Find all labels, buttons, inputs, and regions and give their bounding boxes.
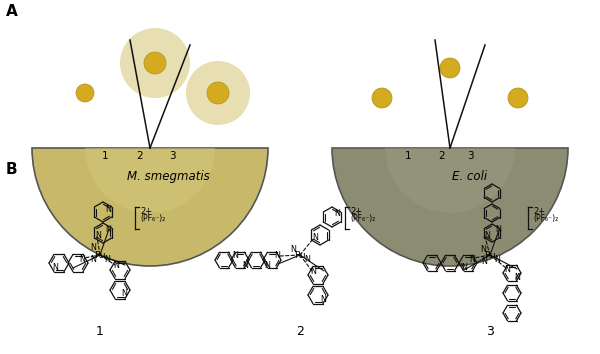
Wedge shape [332,148,568,266]
Text: N: N [504,264,510,274]
Text: 2: 2 [137,151,143,161]
Text: N: N [304,256,310,264]
Text: N: N [484,232,490,240]
Text: N: N [469,255,475,263]
Circle shape [186,61,250,125]
Text: N: N [242,261,248,269]
Text: N: N [52,263,58,272]
Text: A: A [6,4,18,19]
Text: 1: 1 [96,325,104,338]
Text: (PF₆⁻)₂: (PF₆⁻)₂ [533,214,558,223]
Text: N: N [105,225,111,234]
Text: E. coli: E. coli [452,170,488,183]
Text: N: N [480,245,486,253]
Text: N: N [334,210,340,218]
Text: N: N [90,256,96,264]
Text: N: N [104,256,110,264]
Text: (PF₆⁻)₂: (PF₆⁻)₂ [350,214,375,223]
Text: Ru: Ru [484,251,496,259]
Text: Ru: Ru [94,251,106,259]
Text: N: N [90,244,96,252]
Text: 2+: 2+ [533,207,545,216]
Text: N: N [290,245,296,253]
Text: 3: 3 [169,151,175,161]
Text: N: N [494,256,500,264]
Text: N: N [514,273,520,281]
Text: N: N [495,225,501,234]
Text: Ru: Ru [294,251,306,259]
Text: N: N [113,262,119,270]
Text: N: N [481,257,487,266]
Circle shape [120,28,190,98]
Text: N: N [121,290,127,298]
Circle shape [440,58,460,78]
Text: 2: 2 [439,151,445,161]
Circle shape [207,82,229,104]
Text: N: N [232,251,238,259]
Text: 3: 3 [486,325,494,338]
Text: 1: 1 [404,151,412,161]
Text: N: N [79,255,85,263]
Text: 1: 1 [101,151,109,161]
Wedge shape [32,148,268,266]
Circle shape [76,84,94,102]
Text: N: N [95,232,101,240]
Text: (PF₆⁻)₂: (PF₆⁻)₂ [140,214,165,223]
Circle shape [372,88,392,108]
Text: N: N [105,205,111,213]
Text: 3: 3 [467,151,473,161]
Text: M. smegmatis: M. smegmatis [127,170,209,183]
Text: N: N [461,263,467,273]
Text: 2+: 2+ [140,207,152,216]
Text: 2+: 2+ [350,207,362,216]
Text: N: N [274,251,280,259]
Text: N: N [320,295,326,303]
Text: N: N [310,267,316,275]
Text: N: N [312,234,318,242]
Wedge shape [85,148,215,213]
Text: B: B [6,162,17,177]
Circle shape [144,52,166,74]
Text: N: N [264,261,270,269]
Wedge shape [385,148,515,213]
Circle shape [508,88,528,108]
Text: 2: 2 [296,325,304,338]
